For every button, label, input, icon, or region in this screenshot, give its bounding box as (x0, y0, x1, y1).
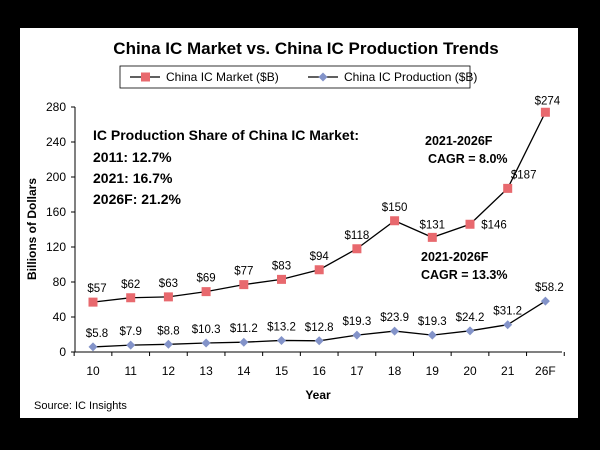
market-data-label: $83 (272, 260, 291, 272)
market-data-label: $131 (420, 219, 446, 231)
y-ticks: 0 40 80 120 160 200 240 280 (46, 100, 75, 359)
market-data-label: $274 (535, 95, 561, 107)
market-point (201, 287, 211, 297)
source-note: Source: IC Insights (34, 400, 127, 412)
x-tick-label: 26F (535, 364, 556, 378)
market-cagr-period: 2021-2026F (425, 134, 493, 148)
market-data-label: $57 (87, 283, 106, 295)
chart-title: China IC Market vs. China IC Production … (113, 39, 498, 58)
production-point (239, 337, 249, 347)
market-data-label: $63 (159, 278, 178, 290)
legend-market-label: China IC Market ($B) (166, 70, 279, 84)
production-point (352, 330, 362, 340)
share-2021: 2021: 16.7% (93, 170, 173, 186)
production-data-label: $31.2 (493, 306, 522, 318)
legend-box (119, 65, 471, 89)
market-point (503, 183, 513, 193)
market-point (239, 280, 249, 290)
x-tick-label: 18 (388, 364, 402, 378)
legend-production-label: China IC Production ($B) (344, 70, 477, 84)
market-data-label: $150 (382, 202, 408, 214)
x-tick-label: 17 (350, 364, 364, 378)
share-2011: 2011: 12.7% (93, 149, 172, 165)
market-data-label: $94 (310, 251, 330, 263)
legend-market-marker (141, 72, 150, 82)
production-data-label: $8.8 (157, 325, 179, 337)
market-data-label: $62 (121, 279, 140, 291)
production-point (540, 296, 550, 306)
x-tick-label: 13 (199, 364, 213, 378)
market-data-label: $69 (197, 273, 216, 285)
production-point (88, 342, 98, 352)
y-tick-label: 240 (46, 135, 66, 149)
x-ticks: 10 11 12 13 14 15 16 17 18 19 20 21 26F (73, 352, 565, 378)
production-data-label: $19.3 (343, 316, 372, 328)
market-cagr: CAGR = 8.0% (428, 152, 508, 166)
production-point (126, 340, 136, 350)
market-data-label: $118 (345, 230, 370, 242)
market-data-label: $187 (511, 169, 537, 181)
market-point (314, 265, 324, 275)
production-point (427, 330, 437, 340)
legend: China IC Market ($B) China IC Production… (119, 65, 477, 89)
market-data-label: $146 (481, 219, 507, 231)
production-point (390, 326, 400, 336)
market-point (88, 297, 98, 307)
production-data-label: $58.2 (535, 282, 564, 294)
market-point (163, 292, 173, 302)
y-axis-label: Billions of Dollars (25, 178, 39, 280)
market-point (126, 293, 136, 303)
chart-panel (20, 28, 578, 418)
x-tick-label: 15 (275, 364, 289, 378)
market-point (277, 274, 286, 284)
x-tick-label: 16 (313, 364, 327, 378)
production-data-label: $5.8 (86, 328, 108, 340)
production-data-label: $7.9 (120, 326, 142, 338)
y-tick-label: 160 (46, 205, 66, 219)
production-point (201, 338, 211, 348)
share-heading: IC Production Share of China IC Market: (93, 127, 359, 143)
market-point (352, 244, 362, 254)
production-cagr: CAGR = 13.3% (421, 268, 508, 282)
production-cagr-period: 2021-2026F (421, 250, 489, 264)
y-tick-label: 80 (53, 275, 67, 289)
x-axis-label: Year (305, 388, 331, 402)
market-point (465, 219, 475, 229)
production-point (314, 336, 324, 346)
production-data-label: $19.3 (418, 316, 447, 328)
x-tick-label: 11 (124, 364, 137, 378)
legend-production-marker (318, 72, 328, 82)
y-tick-label: 200 (46, 170, 66, 184)
x-tick-label: 21 (501, 364, 515, 378)
production-point (503, 320, 513, 330)
production-point (465, 326, 475, 336)
production-data-label: $11.2 (230, 323, 258, 335)
x-tick-label: 12 (162, 364, 176, 378)
share-2026: 2026F: 21.2% (93, 191, 181, 207)
x-tick-label: 14 (237, 364, 251, 378)
market-data-label: $77 (234, 266, 253, 278)
production-data-label: $12.8 (305, 322, 334, 334)
market-point (427, 232, 437, 242)
y-tick-label: 40 (53, 310, 67, 324)
production-data-label: $10.3 (192, 324, 221, 336)
market-point (390, 216, 400, 226)
production-point (163, 339, 173, 349)
production-data-label: $23.9 (380, 312, 409, 324)
x-tick-label: 19 (426, 364, 440, 378)
x-tick-label: 20 (463, 364, 477, 378)
x-tick-label: 10 (86, 364, 100, 378)
production-data-label: $24.2 (456, 312, 485, 324)
production-point (277, 335, 286, 345)
y-tick-label: 0 (59, 345, 66, 359)
series-layer: $57 $62 $63 $69 $77 $83 $94 $118 $150 $131 $146 $18… (86, 95, 564, 352)
market-point (540, 107, 550, 117)
production-data-label: $13.2 (267, 321, 296, 333)
y-tick-label: 120 (46, 240, 66, 254)
y-tick-label: 280 (46, 100, 66, 114)
